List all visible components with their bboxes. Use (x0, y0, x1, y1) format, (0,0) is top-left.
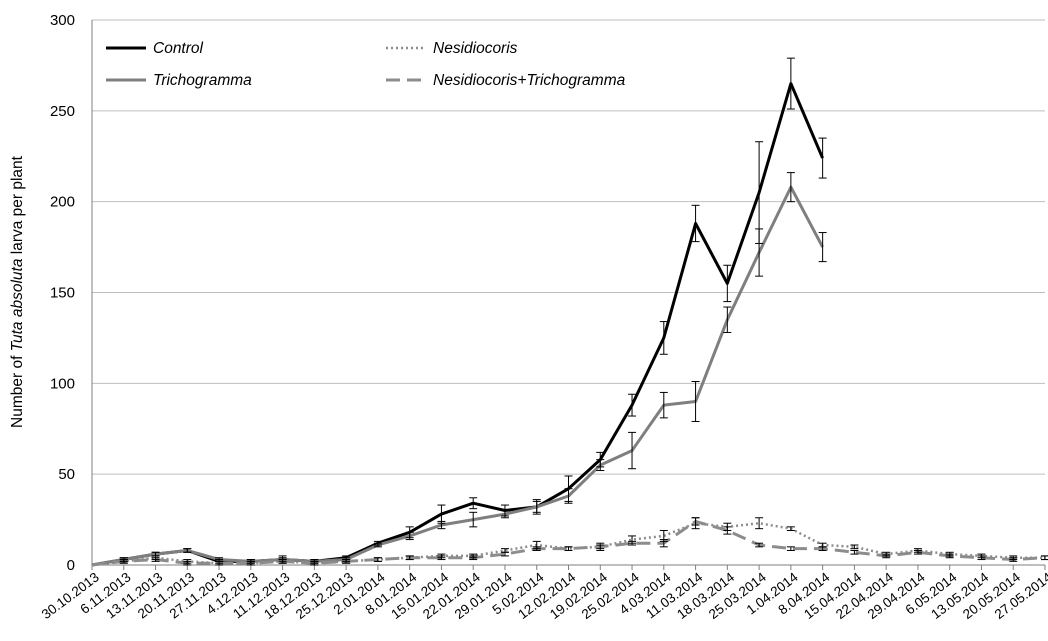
gridlines (92, 19, 1045, 475)
y-tick-label: 300 (50, 12, 75, 29)
legend-label: Trichogramma (153, 72, 252, 89)
y-tick-label: 0 (67, 557, 75, 574)
legend-label: Nesidiocoris (433, 40, 518, 57)
x-tick-labels: 30.10.20136.11.201313.11.201320.11.20132… (39, 569, 1048, 622)
y-tick-label: 150 (50, 285, 75, 302)
series-line-trichogramma (91, 185, 824, 567)
y-tick-label: 50 (58, 466, 75, 483)
series-line-control (91, 82, 824, 567)
y-axis-label: Number of Tuta absoluta larva per plant (9, 155, 26, 428)
y-tick-label: 250 (50, 103, 75, 120)
legend: Control Nesidiocoris Trichogramma Nesidioco… (106, 40, 626, 89)
series-line-nesidiocoris-trichogramma (91, 519, 1046, 567)
error-bars (119, 57, 1048, 566)
y-tick-labels: 0 50 100 150 200 250 300 (50, 12, 75, 574)
legend-label: Control (153, 40, 204, 57)
y-tick-label: 100 (50, 375, 75, 392)
y-tick-label: 200 (50, 194, 75, 211)
legend-label: Nesidiocoris+Trichogramma (433, 72, 626, 89)
series-line-nesidiocoris (91, 521, 1045, 567)
